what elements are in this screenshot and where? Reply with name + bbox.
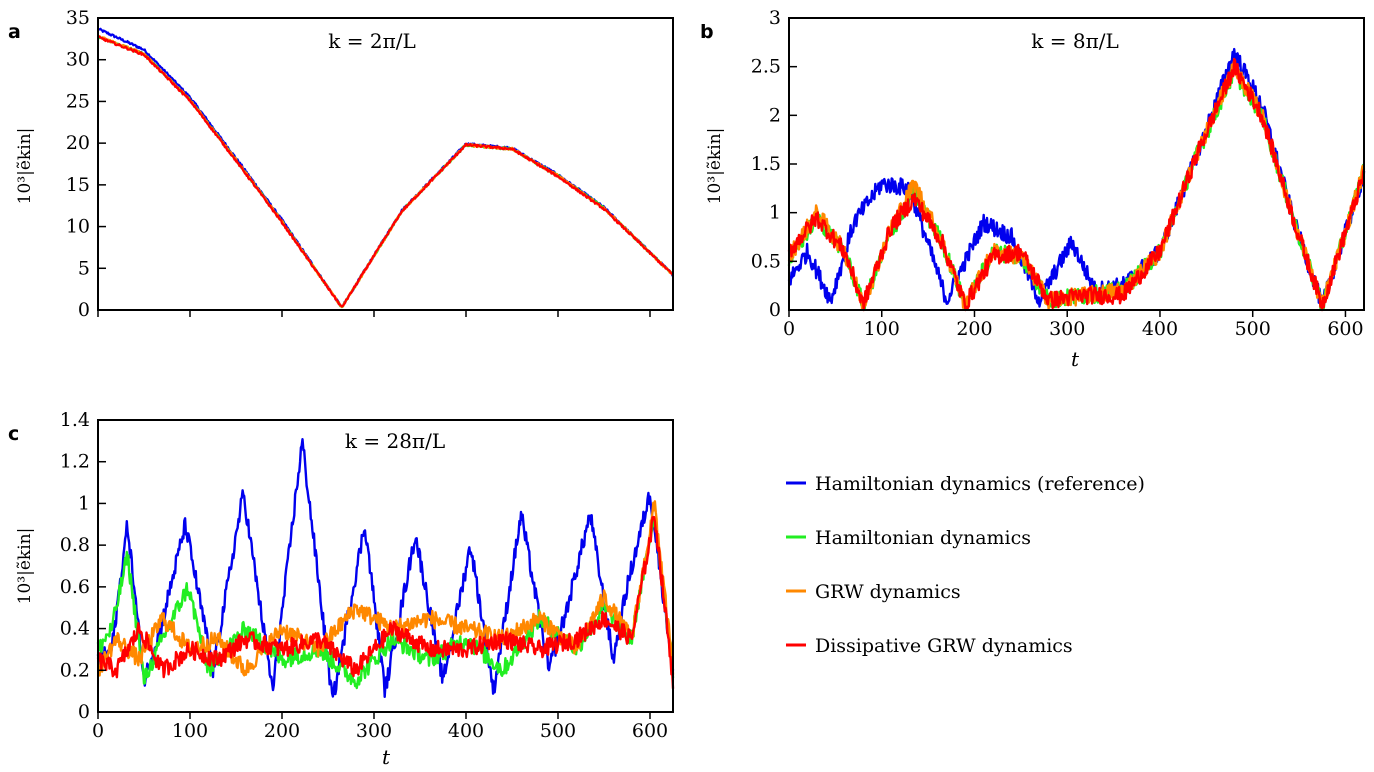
- panel-b-annotation: k = 8π/L: [1031, 29, 1118, 53]
- panel-a-annotation: k = 2π/L: [328, 29, 415, 53]
- series-line-a-2: [97, 34, 675, 308]
- ytick-label-a-5: 25: [66, 90, 90, 112]
- series-line-c-0: [96, 438, 675, 698]
- xtick-label-c-6: 600: [632, 720, 668, 742]
- ytick-label-c-3: 0.6: [60, 576, 90, 598]
- plot-frame-c: [97, 419, 674, 713]
- series-line-a-3: [97, 35, 674, 308]
- panel-b-letter: b: [700, 21, 714, 43]
- ytick-label-a-1: 5: [78, 257, 90, 279]
- panel-c-ylabel: 10³|ẽkin|: [15, 528, 35, 605]
- ytick-label-c-1: 0.2: [60, 659, 90, 681]
- panel-c-chart: c 10³|ẽkin| k = 28π/L t 0 0.2 0.4 0.6 0.8 1 1.…: [8, 409, 675, 769]
- xtick-label-c-0: 0: [92, 720, 104, 742]
- ytick-label-a-3: 15: [66, 174, 90, 196]
- panel-c-letter: c: [8, 423, 19, 445]
- series-line-c-3: [96, 515, 675, 689]
- xtick-label-b-0: 0: [783, 318, 795, 340]
- ytick-label-a-4: 20: [66, 132, 90, 154]
- xtick-label-c-5: 500: [540, 720, 576, 742]
- ytick-label-a-7: 35: [66, 7, 90, 29]
- xtick-label-c-4: 400: [448, 720, 484, 742]
- series-line-b-0: [787, 47, 1366, 308]
- legend-label-2: GRW dynamics: [815, 581, 961, 603]
- legend-label-1: Hamiltonian dynamics: [815, 527, 1031, 549]
- xtick-label-b-5: 500: [1235, 318, 1271, 340]
- xtick-label-b-1: 100: [864, 318, 900, 340]
- ytick-label-a-6: 30: [66, 49, 90, 71]
- ytick-label-c-7: 1.4: [60, 409, 90, 431]
- series-line-c-1: [96, 516, 675, 690]
- xtick-label-c-3: 300: [356, 720, 392, 742]
- xtick-label-c-2: 200: [264, 720, 300, 742]
- panel-b-chart: b 10³|ẽkin| k = 8π/L t 0 0.5 1 1.5 2 2.5 3 0 100…: [700, 7, 1366, 371]
- legend: Hamiltonian dynamics (reference) Hamilto…: [786, 473, 1145, 657]
- xtick-label-b-2: 200: [956, 318, 992, 340]
- ytick-label-c-5: 1: [78, 492, 90, 514]
- panel-a-letter: a: [8, 21, 21, 43]
- xtick-label-b-4: 400: [1142, 318, 1178, 340]
- ytick-label-b-1: 0.5: [751, 250, 781, 272]
- xtick-label-b-3: 300: [1049, 318, 1085, 340]
- ytick-label-a-0: 0: [78, 299, 90, 321]
- ytick-label-c-0: 0: [78, 701, 90, 723]
- ytick-label-b-2: 1: [769, 202, 781, 224]
- ytick-label-b-3: 1.5: [751, 153, 781, 175]
- panel-a-chart: a 10³|ẽkin| k = 2π/L 0 5 10 15 20 25 30 35: [8, 7, 675, 321]
- ytick-label-b-0: 0: [769, 299, 781, 321]
- plot-frame-a: [97, 17, 674, 311]
- ytick-label-b-6: 3: [769, 7, 781, 29]
- series-line-a-1: [97, 35, 675, 309]
- ytick-label-b-5: 2.5: [751, 56, 781, 78]
- ytick-label-a-2: 10: [66, 216, 90, 238]
- legend-label-3: Dissipative GRW dynamics: [815, 635, 1073, 657]
- xtick-label-c-1: 100: [172, 720, 208, 742]
- panel-b-ylabel: 10³|ẽkin|: [705, 128, 725, 205]
- ytick-label-b-4: 2: [769, 104, 781, 126]
- panel-c-annotation: k = 28π/L: [345, 429, 445, 453]
- legend-label-0: Hamiltonian dynamics (reference): [815, 473, 1145, 495]
- xtick-label-b-6: 600: [1327, 318, 1363, 340]
- series-line-b-3: [787, 57, 1366, 312]
- ytick-label-c-2: 0.4: [60, 618, 90, 640]
- panel-c-xlabel: t: [382, 745, 391, 768]
- series-line-a-0: [97, 27, 674, 308]
- panel-a-ylabel: 10³|ẽkin|: [15, 128, 35, 205]
- ytick-label-c-6: 1.2: [60, 451, 90, 473]
- ytick-label-c-4: 0.8: [60, 534, 90, 556]
- panel-b-xlabel: t: [1071, 347, 1080, 371]
